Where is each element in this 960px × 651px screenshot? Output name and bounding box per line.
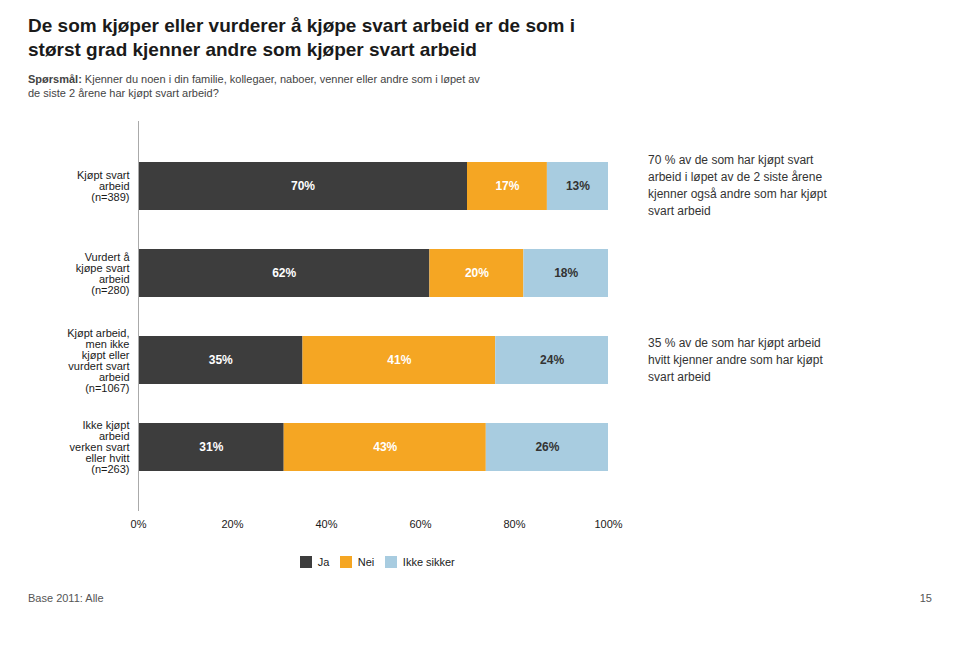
svg-text:100%: 100% (594, 518, 622, 530)
html-text:Ja: Ja (317, 555, 330, 568)
html-text:Nei: Nei (357, 555, 375, 568)
svg-text:Ikke kjøptarbeidverken svartel: Ikke kjøptarbeidverken svarteller hvitt(… (70, 419, 130, 475)
svg-text:24%: 24% (540, 354, 564, 368)
svg-text:41%: 41% (387, 354, 411, 368)
svg-text:70%: 70% (291, 180, 315, 194)
html-text:35 % av de som har kjøpt arbei: 35 % av de som har kjøpt arbeid hvitt kj… (648, 336, 823, 384)
svg-text:62%: 62% (272, 267, 296, 281)
svg-text:40%: 40% (315, 518, 337, 530)
svg-text:13%: 13% (566, 180, 590, 194)
svg-text:Kjøpt svartarbeid(n=389): Kjøpt svartarbeid(n=389) (77, 169, 130, 203)
html-text:70 % av de som har kjøpt svart: 70 % av de som har kjøpt svart arbeid i … (648, 153, 827, 218)
html-text:De som kjøper eller vurderer å: De som kjøper eller vurderer å kjøpe sva… (28, 15, 575, 60)
svg-text:0%: 0% (131, 518, 147, 530)
svg-text:17%: 17% (495, 180, 519, 194)
svg-text:Vurdert åkjøpe svartarbeid(n=2: Vurdert åkjøpe svartarbeid(n=280) (76, 251, 131, 296)
svg-text:Kjøpt arbeid,men ikkekjøpt ell: Kjøpt arbeid,men ikkekjøpt ellervurdert … (67, 327, 130, 394)
html-text:Base 2011: Alle: Base 2011: Alle (28, 591, 104, 604)
html-text:15: 15 (919, 591, 932, 604)
svg-text:26%: 26% (535, 441, 559, 455)
svg-text:80%: 80% (503, 518, 525, 530)
svg-text:20%: 20% (465, 267, 489, 281)
svg-text:60%: 60% (409, 518, 431, 530)
html-text:Spørsmål: Kjenner du noen i di: Spørsmål: Kjenner du noen i din familie,… (28, 72, 480, 100)
svg-text:35%: 35% (209, 354, 233, 368)
svg-text:31%: 31% (199, 441, 223, 455)
html-text:Ikke sikker: Ikke sikker (402, 555, 455, 568)
svg-text:20%: 20% (221, 518, 243, 530)
svg-text:43%: 43% (373, 441, 397, 455)
svg-text:18%: 18% (554, 267, 578, 281)
